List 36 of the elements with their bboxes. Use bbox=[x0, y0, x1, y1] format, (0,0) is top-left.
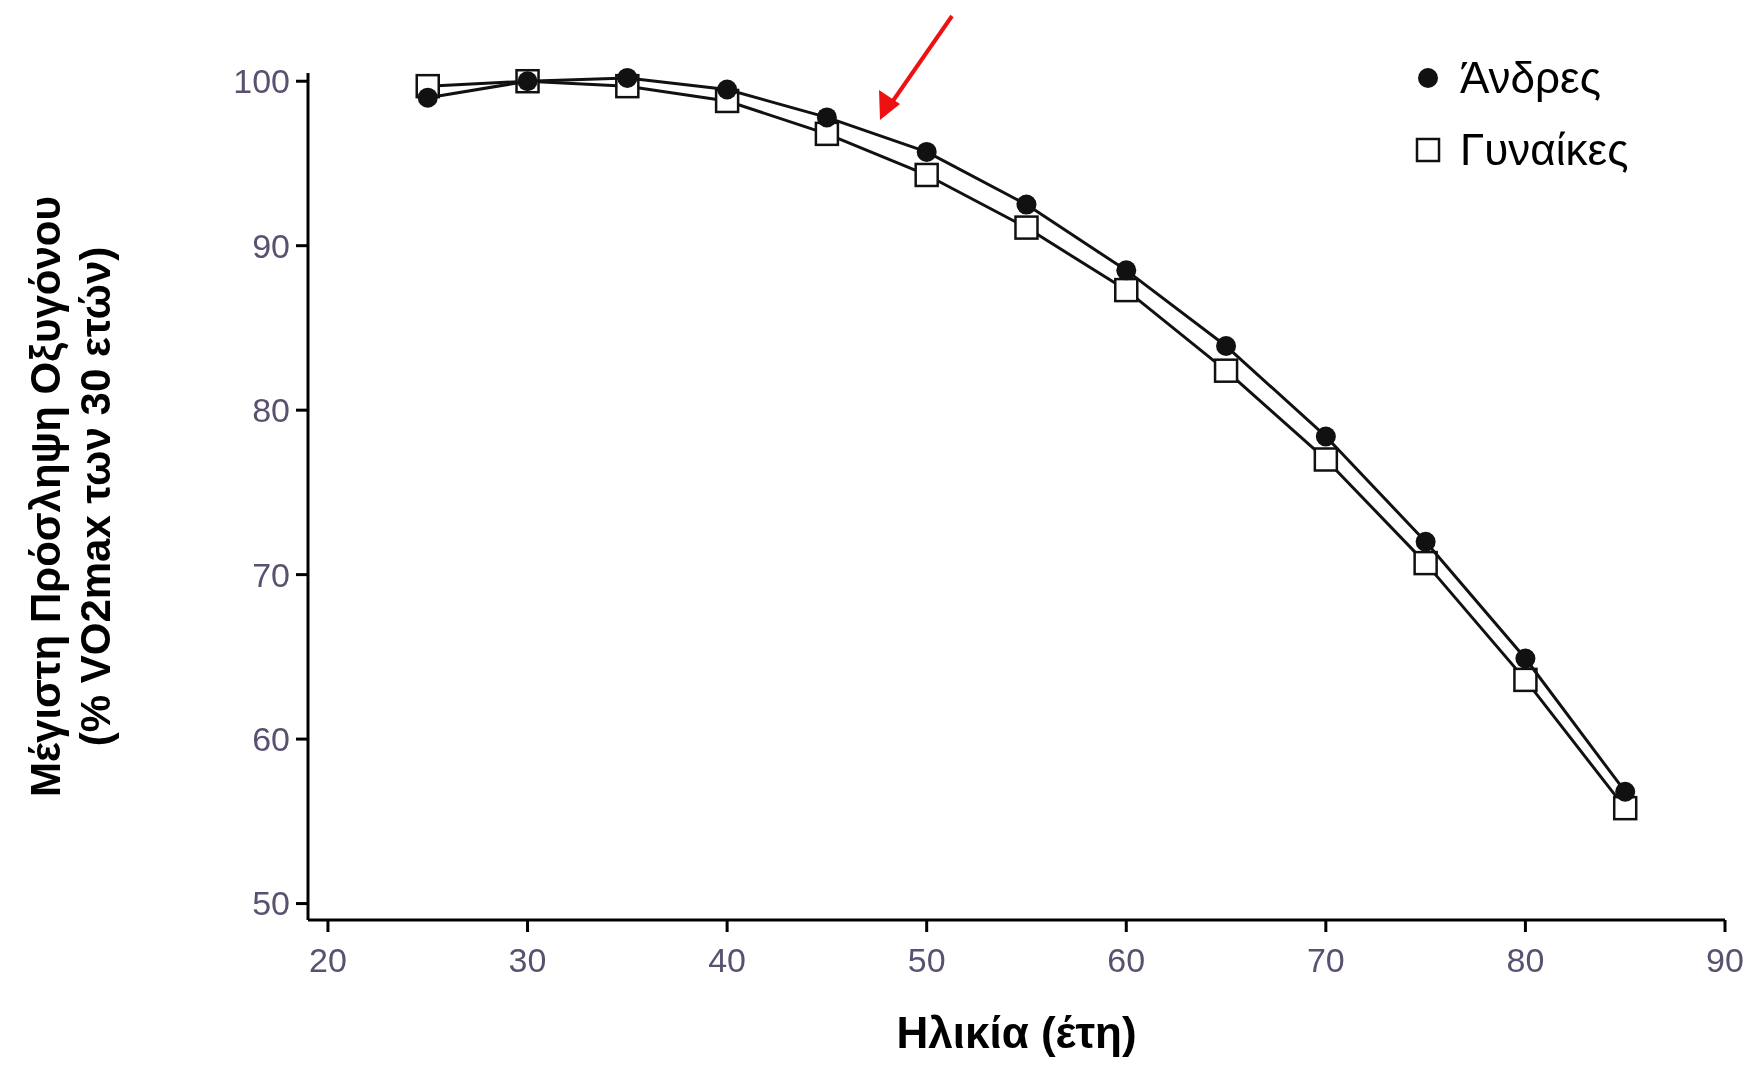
x-tick-label: 50 bbox=[907, 941, 946, 979]
y-axis-title: Μέγιστη Πρόσληψη Οξυγόνου (% VO2max των 30 ετών) bbox=[22, 196, 119, 797]
y-tick-label: 50 bbox=[252, 884, 290, 923]
x-tick-label: 90 bbox=[1706, 941, 1744, 979]
point bbox=[1515, 648, 1536, 669]
legend-label: Γυναίκες bbox=[1460, 125, 1629, 175]
point bbox=[717, 79, 738, 100]
point bbox=[1315, 426, 1336, 447]
y-tick-label: 60 bbox=[252, 719, 290, 758]
point bbox=[1413, 550, 1438, 576]
x-tick-label: 40 bbox=[708, 941, 747, 979]
point bbox=[1116, 260, 1137, 281]
x-tick-label: 20 bbox=[309, 941, 347, 979]
y-tick-label: 80 bbox=[252, 391, 290, 430]
point bbox=[1513, 667, 1538, 693]
y-tick-label: 70 bbox=[252, 555, 290, 594]
point bbox=[1313, 447, 1339, 472]
legend-label: Άνδρες bbox=[1460, 53, 1601, 103]
point bbox=[1615, 781, 1636, 802]
point bbox=[1014, 215, 1039, 240]
point bbox=[417, 87, 438, 108]
point bbox=[1114, 277, 1139, 303]
y-tick-label: 100 bbox=[233, 62, 290, 101]
y-tick-label: 90 bbox=[252, 226, 290, 265]
x-tick-label: 60 bbox=[1107, 941, 1146, 979]
x-tick-label: 30 bbox=[508, 941, 547, 979]
point bbox=[914, 162, 939, 188]
x-axis-title: Ηλικία (έτη) bbox=[896, 1008, 1137, 1057]
point bbox=[916, 141, 937, 162]
point bbox=[1213, 358, 1239, 383]
point bbox=[816, 107, 837, 128]
point bbox=[1016, 194, 1037, 215]
point bbox=[1216, 336, 1237, 357]
x-tick-label: 80 bbox=[1506, 941, 1545, 979]
x-tick-label: 70 bbox=[1306, 941, 1345, 979]
point bbox=[1415, 531, 1436, 552]
